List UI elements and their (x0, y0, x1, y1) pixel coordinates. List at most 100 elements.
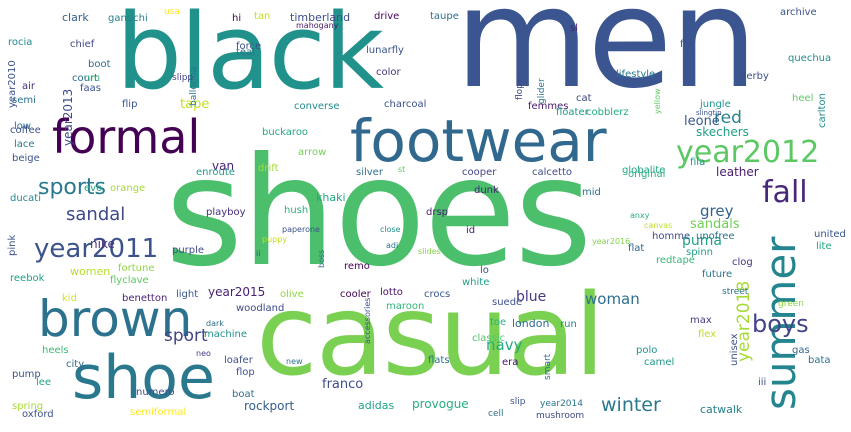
cloud-word: oxford (22, 409, 54, 420)
cloud-word: orange (110, 183, 146, 194)
cloud-word: london (512, 317, 550, 330)
cloud-word: sandal (66, 204, 126, 225)
cloud-word: boat (232, 389, 255, 400)
cloud-word: street (722, 287, 749, 297)
cloud-word: force (236, 41, 262, 52)
cloud-word: flip (122, 99, 138, 110)
cloud-word: cobblerz (586, 107, 629, 118)
cloud-word: skechers (696, 125, 749, 139)
cloud-word: light (176, 289, 199, 300)
cloud-word: globalite (622, 165, 666, 176)
cloud-word: leather (716, 165, 759, 179)
cloud-word: hush (284, 205, 309, 216)
cloud-word: women (70, 265, 111, 278)
cloud-word: nike (90, 237, 115, 251)
cloud-word: woman (585, 290, 640, 308)
cloud-word: franco (322, 377, 364, 392)
cloud-word: boys (752, 310, 809, 338)
cloud-word: evo (84, 183, 103, 194)
cloud-word: arrow (298, 147, 327, 158)
cloud-word: heel (792, 93, 814, 104)
cloud-word: shoe (72, 343, 215, 413)
cloud-word: adi (386, 241, 399, 250)
cloud-word: archive (780, 7, 817, 18)
cloud-word: red (714, 108, 742, 128)
cloud-word: lite (816, 241, 832, 252)
cloud-word: coffee (10, 125, 41, 136)
cloud-word: tan (254, 11, 271, 22)
cloud-word: drive (374, 11, 400, 22)
cloud-word: slip (510, 397, 526, 407)
cloud-word: leone (684, 114, 720, 129)
cloud-word: spinn (686, 247, 714, 258)
cloud-word: reebok (10, 273, 45, 284)
cloud-word: maroon (386, 301, 425, 312)
cloud-word: low (14, 121, 32, 132)
cloud-word: flex (698, 329, 717, 340)
cloud-word: usa (164, 7, 180, 17)
cloud-word: puppy (262, 235, 288, 244)
cloud-word: boss (317, 249, 326, 268)
cloud-word: st (398, 165, 406, 174)
cloud-word: drift (258, 163, 279, 174)
cloud-word: suede (492, 297, 523, 308)
cloud-word: tape (180, 97, 210, 112)
cloud-word: black (116, 0, 384, 113)
cloud-word: winter (601, 394, 661, 416)
cloud-word: semi (12, 95, 36, 106)
cloud-word: carlton (817, 93, 828, 128)
cloud-word: fortune (118, 263, 155, 274)
cloud-word: pump (12, 369, 41, 380)
cloud-word: clog (732, 257, 753, 268)
cloud-word: khaki (316, 191, 346, 204)
cloud-word: clark (62, 11, 89, 24)
cloud-word: ganuchi (108, 13, 148, 24)
cloud-word: heels (42, 345, 69, 356)
cloud-word: sport (164, 326, 208, 346)
cloud-word: paperone (282, 225, 320, 234)
cloud-word: woodland (236, 303, 285, 314)
cloud-word: max (690, 315, 712, 326)
cloud-word: mahogany (296, 21, 339, 30)
cloud-word: derby (740, 71, 769, 82)
cloud-word: numero (136, 387, 175, 398)
cloud-word: machine (204, 329, 247, 340)
cloud-word: homme (652, 231, 691, 242)
cloud-word: slingtip (696, 109, 722, 117)
cloud-word: boot (88, 59, 111, 70)
cloud-word: charcoal (384, 99, 427, 110)
cloud-word: flat (628, 243, 645, 254)
cloud-word: future (702, 269, 733, 280)
cloud-word: sl (570, 23, 578, 34)
cloud-word: close (380, 225, 401, 234)
cloud-word: chief (70, 39, 95, 50)
cloud-word: quechua (788, 53, 832, 64)
cloud-word: accessories (363, 297, 372, 344)
cloud-word: faas (80, 83, 101, 94)
cloud-word: catwalk (700, 403, 743, 416)
cloud-word: casual (256, 271, 605, 401)
cloud-word: playboy (206, 207, 246, 218)
cloud-word: semiformal (130, 407, 187, 418)
cloud-word: nm (84, 73, 101, 84)
cloud-word: year2010 (7, 60, 18, 108)
cloud-word: white (462, 277, 490, 288)
cloud-word: van (212, 159, 235, 173)
cloud-word: converse (294, 101, 340, 112)
cloud-word: flats (428, 355, 450, 366)
cloud-word: fila (690, 157, 706, 168)
cloud-word: polo (636, 345, 658, 356)
cloud-word: id (466, 225, 476, 236)
cloud-word: gas (792, 345, 810, 356)
cloud-word: mushroom (536, 411, 585, 421)
cloud-word: femmes (528, 101, 569, 112)
cloud-word: bata (808, 355, 831, 366)
cloud-word: drsp (426, 207, 449, 218)
cloud-word: anxy (630, 211, 650, 220)
cloud-word: year2014 (540, 399, 583, 409)
cloud-word: year2013 (61, 88, 75, 146)
cloud-word: purple (172, 245, 205, 256)
cloud-word: era (502, 357, 519, 368)
cloud-word: flops (515, 78, 525, 100)
cloud-word: yellow (653, 88, 662, 114)
